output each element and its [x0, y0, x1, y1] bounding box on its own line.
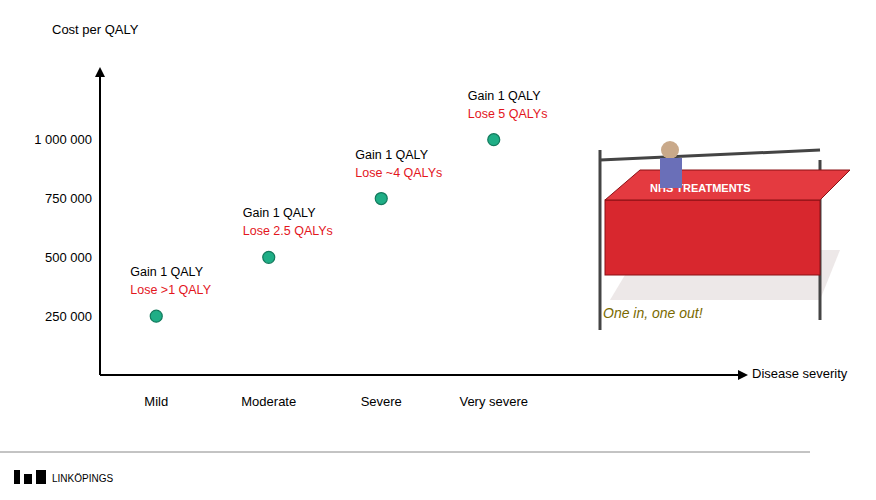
svg-text:1 000 000: 1 000 000	[34, 132, 92, 147]
svg-text:Lose 5 QALYs: Lose 5 QALYs	[468, 107, 548, 121]
svg-text:Gain 1 QALY: Gain 1 QALY	[355, 148, 428, 162]
html-text:Cost per QALY: Cost per QALY	[52, 22, 139, 37]
svg-text:One in, one out!: One in, one out!	[603, 305, 703, 321]
svg-text:500 000: 500 000	[45, 250, 92, 265]
svg-text:Lose >1 QALY: Lose >1 QALY	[130, 283, 211, 297]
svg-text:Moderate: Moderate	[241, 394, 296, 409]
svg-text:Very severe: Very severe	[459, 394, 528, 409]
svg-text:Severe: Severe	[361, 394, 402, 409]
svg-text:Lose ~4 QALYs: Lose ~4 QALYs	[355, 166, 442, 180]
svg-text:Gain 1 QALY: Gain 1 QALY	[243, 206, 316, 220]
svg-text:NHS TREATMENTS: NHS TREATMENTS	[650, 182, 751, 194]
svg-text:Mild: Mild	[144, 394, 168, 409]
svg-text:LINKÖPINGS: LINKÖPINGS	[52, 473, 113, 484]
svg-text:Gain 1 QALY: Gain 1 QALY	[468, 89, 541, 103]
svg-text:250 000: 250 000	[45, 309, 92, 324]
svg-text:Lose 2.5 QALYs: Lose 2.5 QALYs	[243, 224, 333, 238]
svg-text:750 000: 750 000	[45, 191, 92, 206]
html-text:Disease severity: Disease severity	[752, 366, 848, 381]
svg-text:Gain 1 QALY: Gain 1 QALY	[130, 265, 203, 279]
